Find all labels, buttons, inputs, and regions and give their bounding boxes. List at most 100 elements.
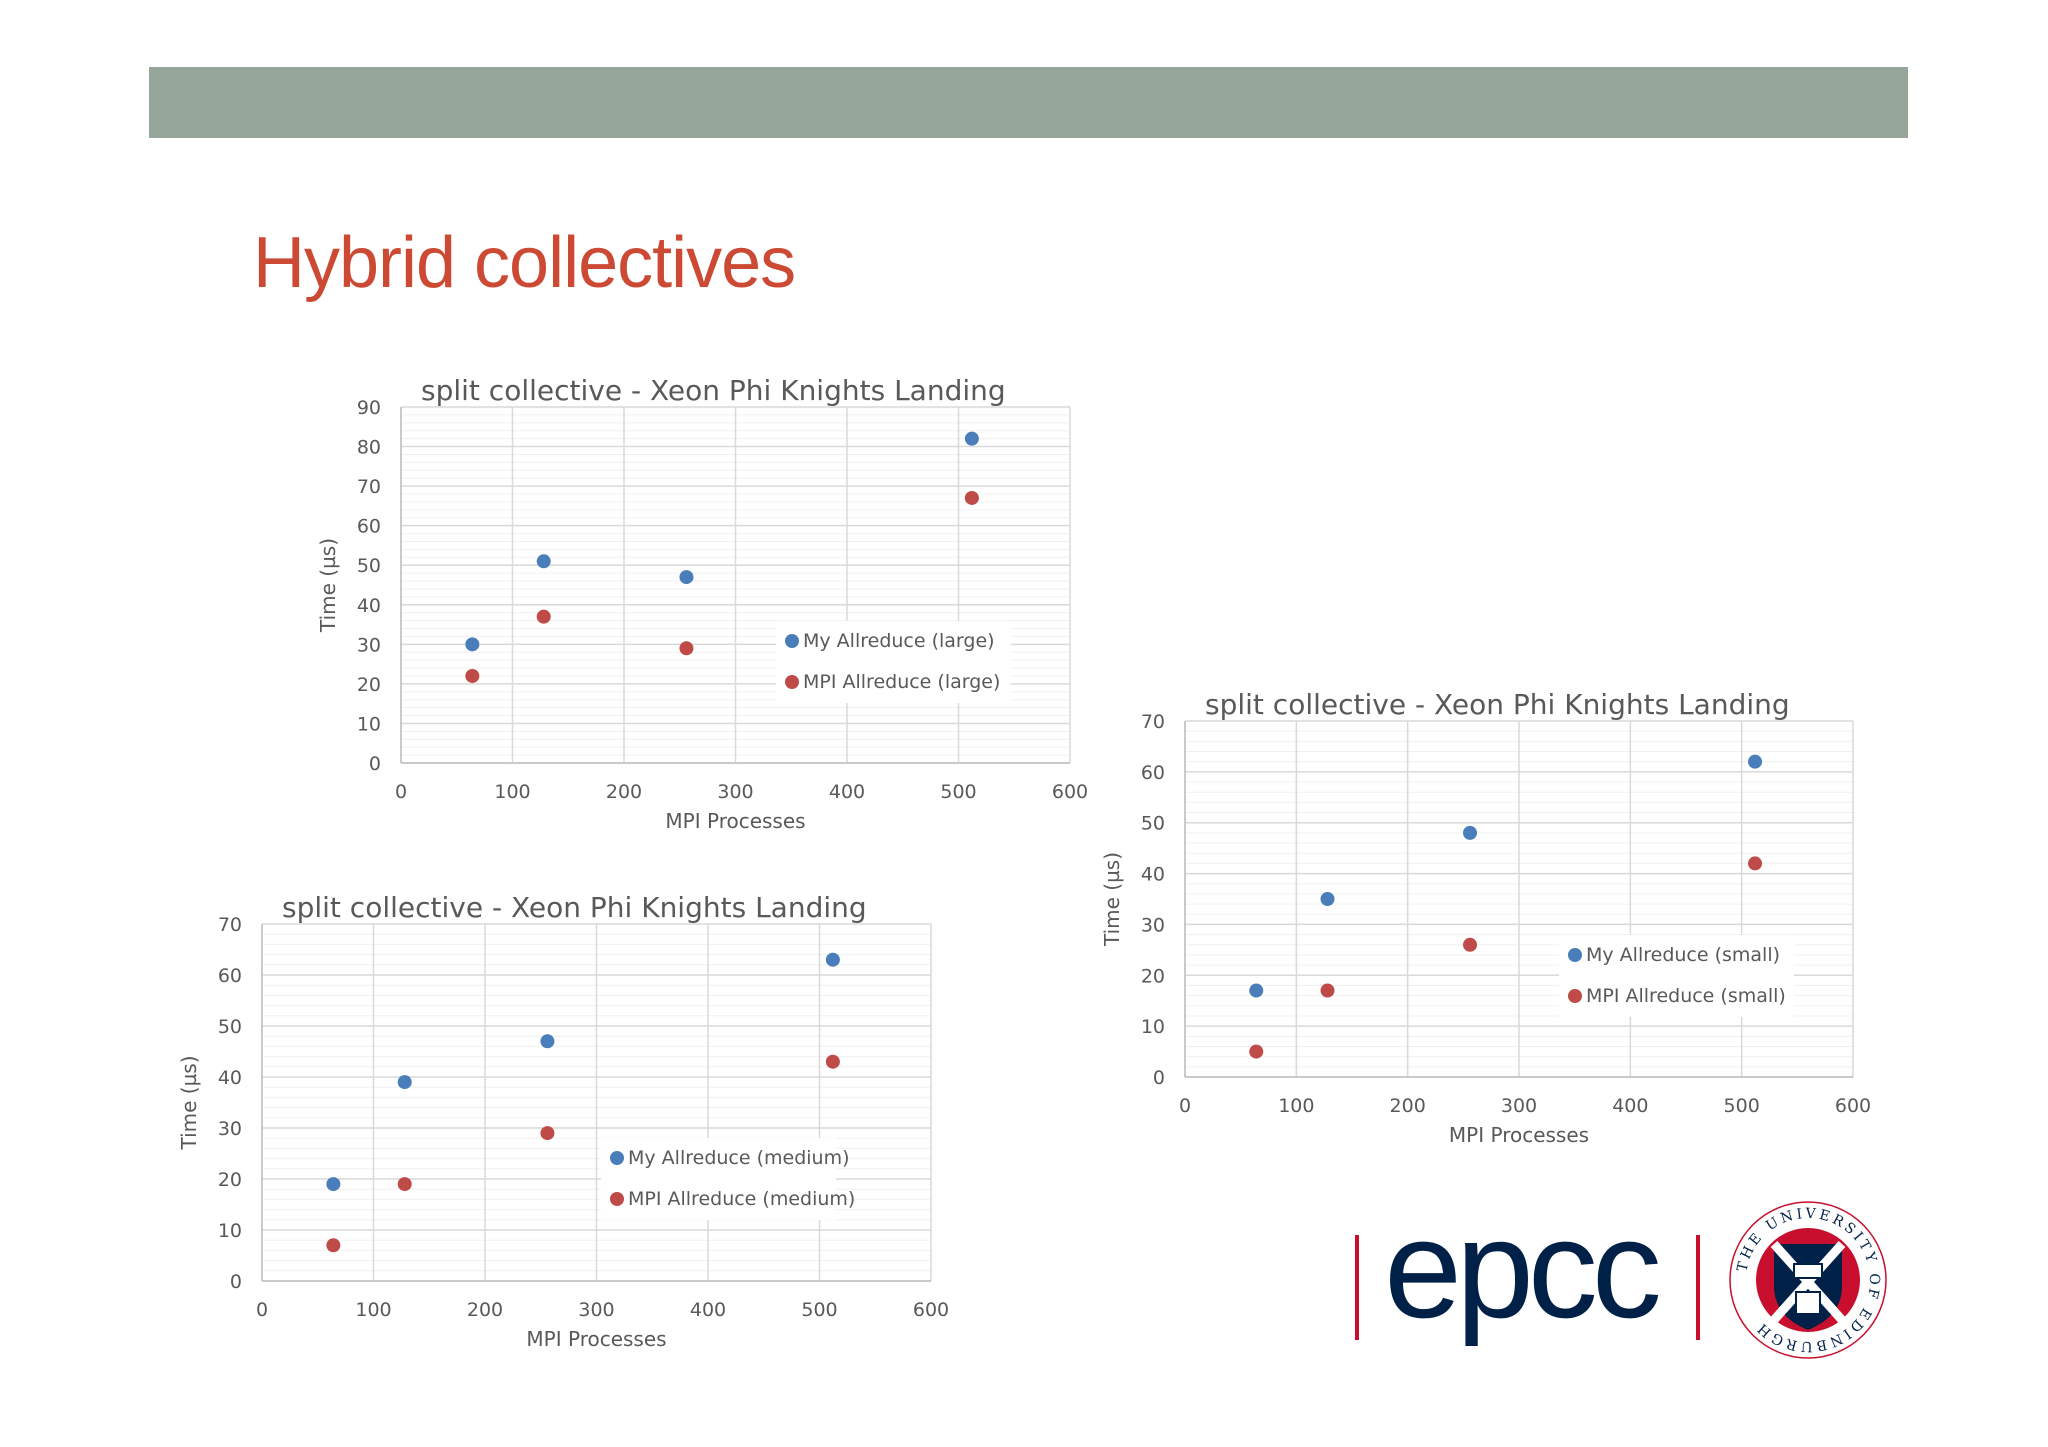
data-point (1748, 754, 1763, 769)
x-tick-label: 600 (1835, 1095, 1871, 1117)
y-tick-label: 50 (357, 555, 381, 577)
y-tick-label: 50 (218, 1016, 242, 1038)
legend-label: My Allreduce (medium) (628, 1147, 850, 1169)
x-axis-label: MPI Processes (526, 1327, 666, 1351)
x-tick-label: 400 (690, 1299, 726, 1321)
x-tick-label: 0 (1179, 1095, 1191, 1117)
x-tick-label: 100 (494, 781, 530, 803)
chart-medium: 0 10 20 30 40 50 60 70 0 100 200 300 400 500 600 split … (177, 891, 949, 1351)
x-axis-label: MPI Processes (1449, 1123, 1589, 1147)
data-point (1249, 1044, 1264, 1059)
legend-label: My Allreduce (small) (1586, 944, 1780, 966)
x-tick-label: 0 (256, 1299, 268, 1321)
legend-label: My Allreduce (large) (803, 630, 995, 652)
data-point (540, 1034, 555, 1049)
data-point (1748, 856, 1763, 871)
x-tick-label: 200 (467, 1299, 503, 1321)
logo-rule-right (1696, 1235, 1700, 1340)
data-point (465, 637, 480, 652)
y-tick-label: 60 (357, 516, 381, 538)
x-tick-label: 500 (801, 1299, 837, 1321)
university-crest-icon: THE UNIVERSITY OF EDINBURGH (1729, 1201, 1887, 1359)
y-tick-label: 0 (1153, 1067, 1165, 1089)
y-tick-label: 10 (357, 713, 381, 735)
y-tick-label: 70 (1141, 711, 1165, 733)
epcc-logo-text: epcc (1384, 1195, 1659, 1347)
data-point (326, 1177, 341, 1192)
legend-marker (1568, 948, 1582, 962)
x-tick-label: 500 (1724, 1095, 1760, 1117)
chart-title: split collective - Xeon Phi Knights Land… (421, 374, 1006, 407)
data-point (397, 1075, 412, 1090)
legend-box (776, 621, 1011, 703)
y-tick-label: 80 (357, 437, 381, 459)
y-tick-label: 30 (357, 634, 381, 656)
chart-title: split collective - Xeon Phi Knights Land… (282, 891, 867, 924)
data-point (679, 641, 694, 656)
y-tick-label: 90 (357, 397, 381, 419)
legend-label: MPI Allreduce (small) (1586, 985, 1786, 1007)
legend-box (601, 1138, 836, 1220)
legend-label: MPI Allreduce (medium) (628, 1188, 855, 1210)
x-axis-label: MPI Processes (665, 809, 805, 833)
y-tick-label: 0 (369, 753, 381, 775)
legend-marker (785, 634, 799, 648)
epcc-logo: epcc THE UNIVERSITY OF EDINBURGH (1355, 1195, 1887, 1359)
x-tick-label: 0 (395, 781, 407, 803)
data-point (465, 668, 480, 683)
y-tick-label: 10 (1141, 1016, 1165, 1038)
data-point (1249, 983, 1264, 998)
y-tick-label: 70 (357, 476, 381, 498)
y-tick-label: 40 (357, 595, 381, 617)
y-tick-label: 0 (230, 1271, 242, 1293)
y-tick-label: 30 (218, 1118, 242, 1140)
chart-title: split collective - Xeon Phi Knights Land… (1205, 688, 1790, 721)
x-tick-label: 500 (940, 781, 976, 803)
data-point (964, 431, 979, 446)
y-axis-label: Time (µs) (1100, 852, 1124, 947)
legend-label: MPI Allreduce (large) (803, 671, 1000, 693)
chart-small: 0 10 20 30 40 50 60 70 0 100 200 300 400 500 600 split … (1100, 688, 1871, 1147)
data-point (679, 570, 694, 585)
data-point (1320, 983, 1335, 998)
x-tick-label: 300 (1501, 1095, 1537, 1117)
y-tick-label: 60 (1141, 762, 1165, 784)
data-point (825, 952, 840, 967)
logo-rule-left (1355, 1235, 1359, 1340)
y-axis-label: Time (µs) (316, 538, 340, 633)
data-point (825, 1054, 840, 1069)
data-point (540, 1126, 555, 1141)
legend-box (1559, 935, 1794, 1017)
x-tick-label: 100 (1278, 1095, 1314, 1117)
x-tick-label: 600 (1052, 781, 1088, 803)
y-tick-label: 30 (1141, 914, 1165, 936)
data-point (1320, 892, 1335, 906)
y-axis-label: Time (µs) (177, 1055, 201, 1150)
data-point (964, 490, 979, 505)
x-tick-label: 200 (606, 781, 642, 803)
y-tick-label: 40 (1141, 864, 1165, 886)
y-tick-label: 40 (218, 1067, 242, 1089)
data-point (1463, 937, 1478, 952)
header-bar (149, 67, 1908, 138)
x-tick-label: 300 (717, 781, 753, 803)
data-point (397, 1177, 412, 1192)
data-point (536, 554, 551, 569)
legend-marker (1568, 989, 1582, 1003)
x-tick-label: 100 (355, 1299, 391, 1321)
y-tick-label: 70 (218, 914, 242, 936)
x-tick-label: 600 (913, 1299, 949, 1321)
x-tick-label: 300 (578, 1299, 614, 1321)
x-tick-label: 400 (1612, 1095, 1648, 1117)
data-point (326, 1238, 341, 1253)
chart-large: 0 10 20 30 40 50 60 70 80 90 0 100 200 300 400 500 600 sp… (316, 374, 1088, 833)
y-tick-label: 50 (1141, 813, 1165, 835)
x-tick-label: 400 (829, 781, 865, 803)
y-tick-label: 10 (218, 1220, 242, 1242)
data-point (1463, 825, 1478, 840)
data-point (536, 609, 551, 624)
y-tick-label: 20 (1141, 965, 1165, 987)
slide-title: Hybrid collectives (253, 223, 796, 303)
y-tick-label: 20 (357, 674, 381, 696)
